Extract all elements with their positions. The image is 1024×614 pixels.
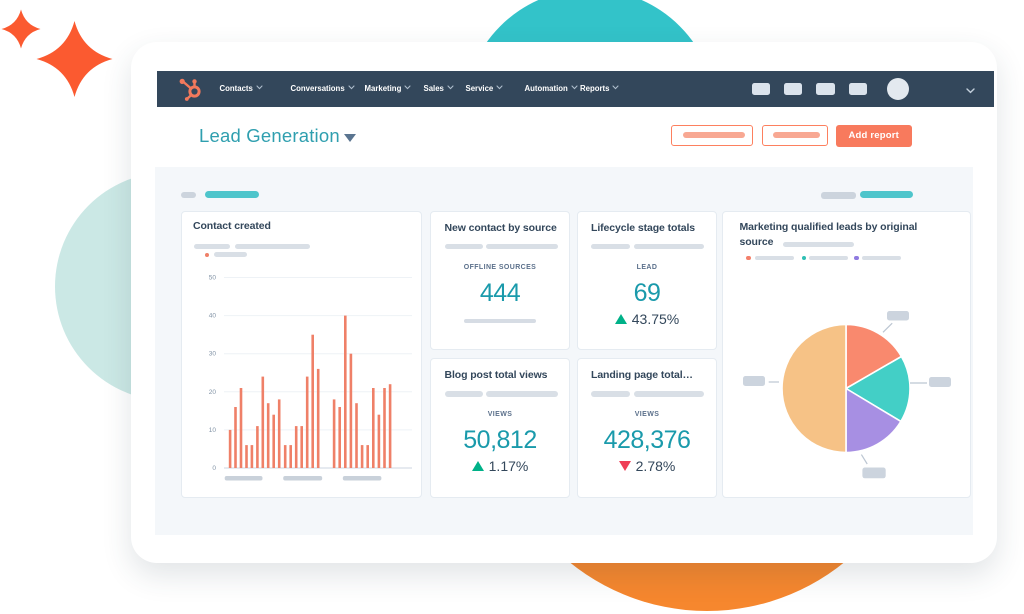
- svg-text:0: 0: [212, 465, 216, 472]
- svg-text:10: 10: [209, 427, 217, 434]
- svg-text:50: 50: [209, 275, 217, 282]
- svg-text:20: 20: [209, 389, 217, 396]
- svg-text:40: 40: [209, 313, 217, 320]
- svg-text:30: 30: [209, 351, 217, 358]
